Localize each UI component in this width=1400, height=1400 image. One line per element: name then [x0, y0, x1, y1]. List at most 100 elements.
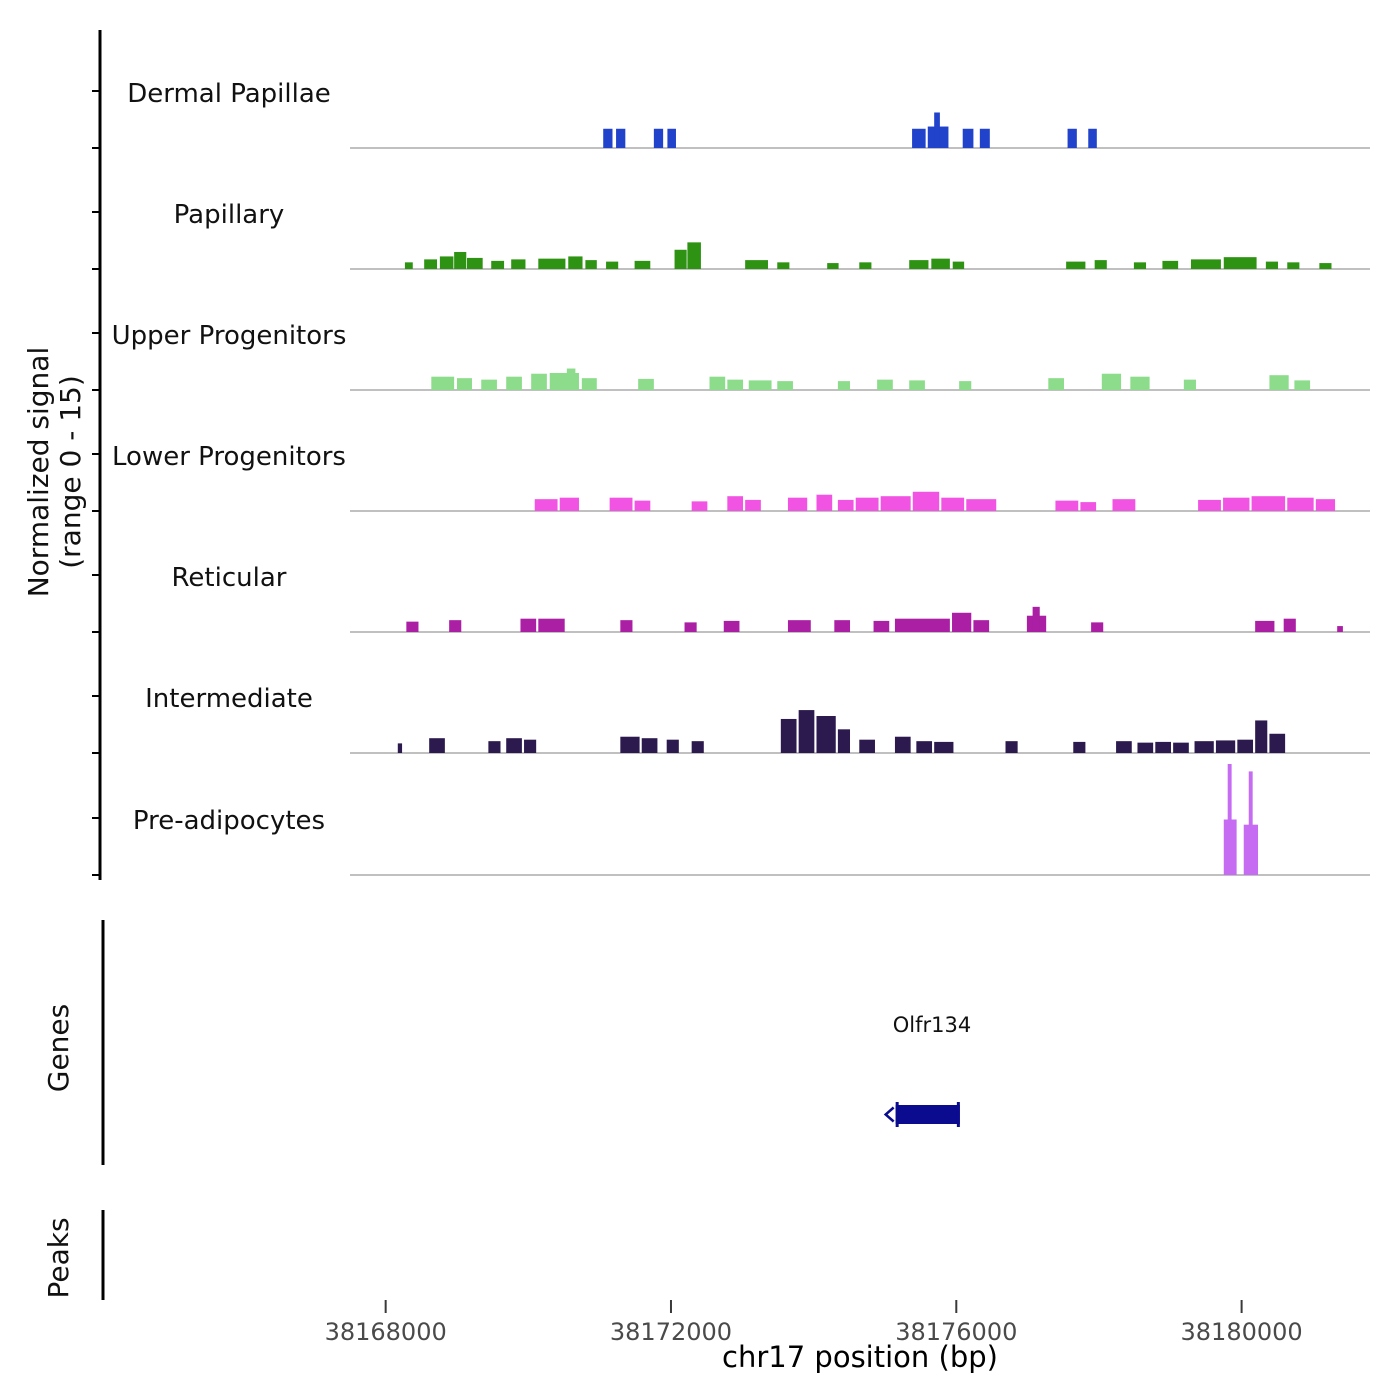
signal-peak: [691, 741, 704, 753]
signal-peak: [397, 743, 403, 753]
y-axis-label-line2: (range 0 - 15): [54, 375, 88, 569]
signal-peak: [1133, 262, 1147, 269]
signal-peak: [667, 128, 676, 148]
signal-peak: [909, 260, 929, 269]
signal-peak: [585, 260, 597, 269]
gene-end-cap: [956, 1102, 960, 1127]
peaks-section-label: Peaks: [42, 1217, 75, 1299]
signal-peak: [916, 741, 933, 753]
signal-peak: [727, 496, 744, 511]
signal-peak: [1137, 742, 1154, 753]
y-axis-label: Normalized signal (range 0 - 15): [22, 272, 88, 672]
signal-peak: [606, 261, 619, 269]
signal-peak: [787, 497, 808, 511]
signal-peak: [934, 112, 940, 148]
signal-peak: [449, 620, 462, 632]
signal-peak: [481, 379, 497, 390]
y-axis-label-line1: Normalized signal: [22, 346, 55, 598]
signal-peak: [1101, 373, 1122, 390]
signal-peak: [666, 739, 679, 753]
gene-strand-arrow-icon: [883, 1106, 895, 1123]
signal-peak: [511, 259, 526, 269]
signal-track-dermal-papillae: [350, 112, 1370, 149]
signal-peak: [581, 378, 597, 390]
signal-peak: [966, 499, 997, 511]
signal-peak: [616, 128, 626, 148]
y-axis-ticks: [92, 90, 100, 876]
signal-track-intermediate: [350, 710, 1370, 754]
signal-track-reticular: [350, 606, 1370, 633]
signal-peak: [641, 738, 658, 753]
signal-peak: [1080, 502, 1097, 511]
track-label-pre-adipocytes: Pre-adipocytes: [132, 806, 326, 836]
signal-peak: [684, 622, 697, 632]
signal-peak: [859, 262, 872, 269]
signal-peak: [748, 380, 772, 390]
signal-peak: [1248, 771, 1253, 875]
signal-peak: [538, 258, 566, 269]
x-tick-label-2: 38176000: [895, 1318, 1018, 1346]
signal-peak: [488, 741, 501, 753]
signal-peak: [837, 381, 851, 390]
signal-peak: [454, 251, 467, 269]
signal-peak: [780, 718, 797, 753]
signal-peak: [859, 739, 875, 753]
x-tick-label-1: 38172000: [609, 1318, 733, 1346]
signal-peak: [1173, 742, 1189, 753]
signal-peak: [1227, 764, 1232, 875]
signal-peak: [424, 259, 438, 269]
signal-track-lower-progenitors: [350, 491, 1370, 512]
signal-peak: [816, 716, 836, 753]
signal-peak: [798, 710, 815, 753]
track-label-upper-progenitors: Upper Progenitors: [111, 321, 347, 351]
signal-peak: [880, 496, 911, 511]
signal-peak: [941, 497, 965, 511]
signal-peak: [1294, 380, 1311, 390]
signal-peak: [1067, 128, 1077, 148]
signal-peak: [1223, 497, 1250, 511]
signal-peak: [406, 621, 419, 632]
signal-peak: [1066, 261, 1086, 269]
signal-peak: [620, 620, 633, 632]
signal-peak: [723, 620, 740, 632]
signal-peak: [691, 501, 708, 511]
signal-peak: [837, 499, 854, 511]
signal-peak: [520, 618, 537, 632]
signal-peak: [1194, 741, 1214, 753]
signal-peak: [1112, 499, 1136, 511]
signal-peak: [873, 620, 890, 632]
x-tick-label-0: 38168000: [324, 1318, 447, 1346]
signal-peak: [1048, 378, 1064, 390]
signal-peak: [1251, 496, 1286, 511]
signal-peak: [429, 738, 445, 753]
track-label-lower-progenitors: Lower Progenitors: [112, 442, 346, 472]
signal-peak: [568, 256, 583, 269]
signal-peak: [524, 739, 537, 753]
signal-peak: [894, 736, 911, 753]
signal-peak: [745, 260, 768, 269]
signal-peak: [538, 618, 565, 632]
signal-peak: [638, 378, 654, 390]
signal-track-papillary: [350, 242, 1370, 270]
signal-peak: [909, 380, 925, 390]
signal-peak: [1190, 259, 1221, 269]
signal-peak: [559, 497, 579, 511]
signal-peak: [653, 128, 664, 148]
signal-peak: [979, 128, 990, 148]
signal-peak: [855, 497, 879, 511]
signal-peak: [1269, 375, 1289, 390]
signal-peak: [1265, 261, 1278, 269]
signal-peak: [931, 258, 950, 269]
signal-peak: [834, 620, 851, 632]
signal-peak: [1223, 257, 1257, 269]
signal-peak: [787, 620, 811, 632]
signal-peak: [674, 249, 687, 269]
signal-peak: [603, 128, 613, 148]
signal-peak: [1237, 739, 1254, 753]
signal-peak: [466, 257, 483, 269]
signal-peak: [1005, 741, 1018, 753]
signal-peak: [973, 620, 990, 632]
signal-peak: [1319, 263, 1332, 269]
signal-peak: [1162, 260, 1179, 269]
gene-glyph-olfr134: [883, 1102, 960, 1127]
